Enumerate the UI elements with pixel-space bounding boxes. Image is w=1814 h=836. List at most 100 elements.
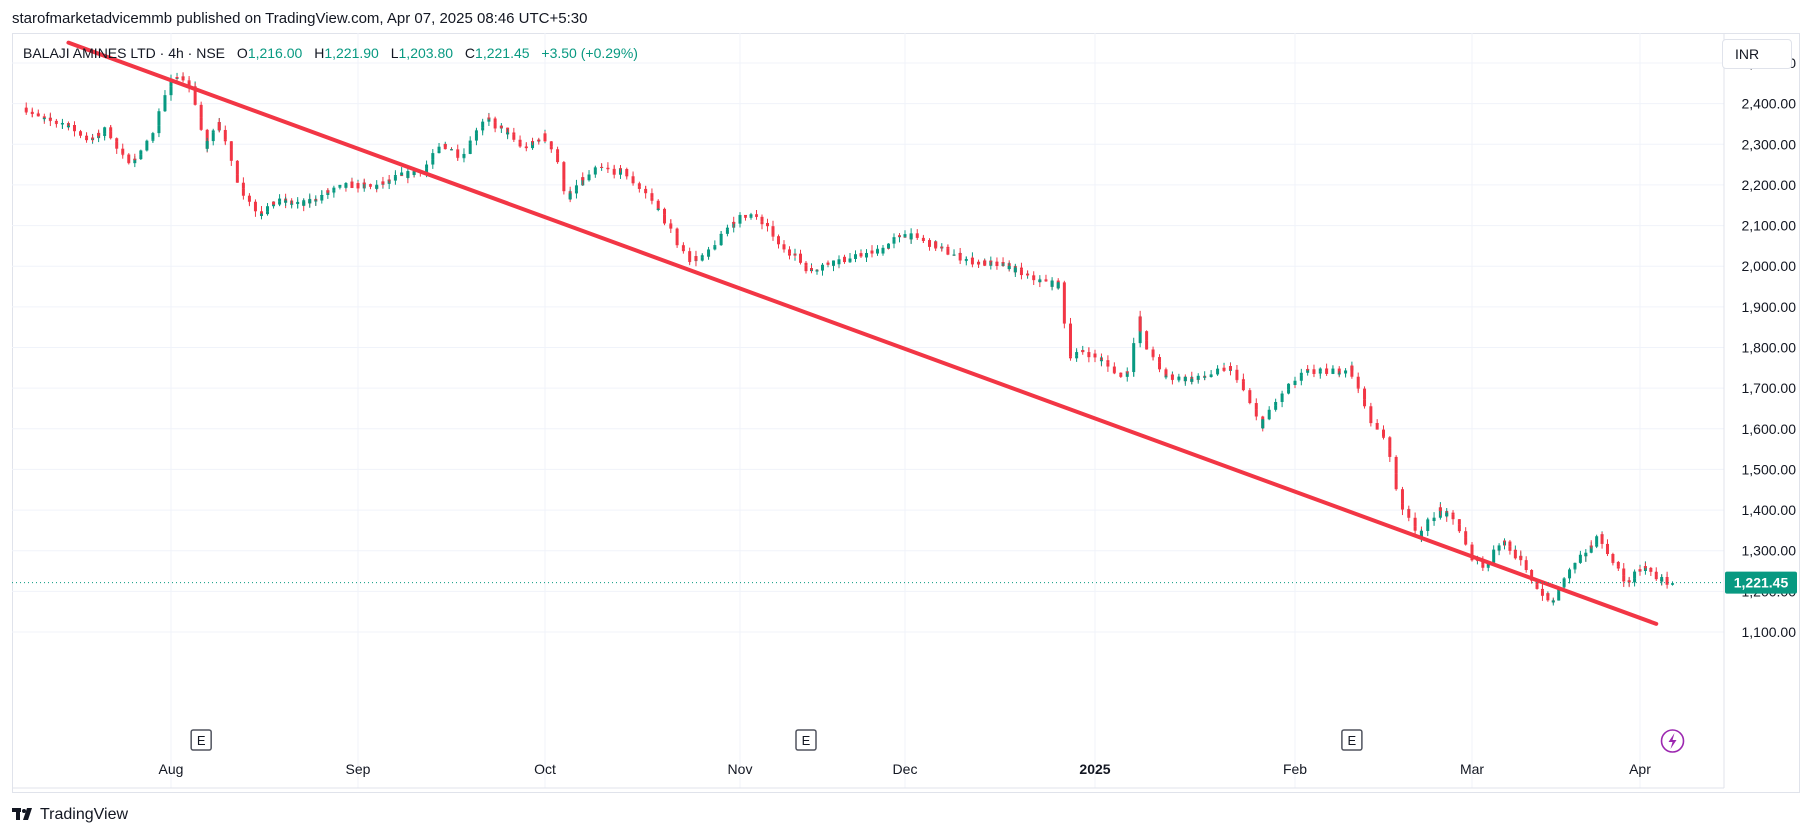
candle-body (1643, 566, 1647, 568)
candle-body (235, 160, 239, 175)
candle-body (625, 174, 629, 177)
candle-body (1438, 507, 1442, 512)
candle-body (694, 256, 698, 261)
candle-body (1038, 279, 1042, 283)
candle-body (1388, 437, 1392, 449)
candle-body (487, 117, 491, 119)
candle-body (870, 250, 874, 254)
y-tick-label: 1,700.00 (1742, 380, 1797, 396)
candle-body (241, 182, 245, 189)
candle-body (1164, 376, 1168, 378)
candle-body (928, 240, 932, 247)
candle-body (1145, 331, 1149, 341)
candle-body (48, 117, 52, 121)
candle-body (1633, 571, 1637, 579)
candle-body (133, 158, 137, 160)
candle-body (821, 264, 824, 269)
x-tick-label: 2025 (1079, 761, 1110, 777)
candle-body (1508, 546, 1512, 551)
candle-body (1274, 401, 1278, 406)
publish-info: starofmarketadvicemmb published on Tradi… (12, 10, 588, 27)
candle-body (1540, 590, 1544, 596)
high-value: 1,221.90 (324, 45, 379, 61)
high-label: H (314, 45, 325, 61)
candle-body (995, 261, 999, 266)
candle-body (865, 252, 868, 258)
candle-body (1241, 381, 1245, 391)
candle-body (1589, 545, 1593, 553)
candle-body (631, 176, 635, 184)
earnings-marker[interactable] (190, 729, 212, 751)
candle-body (115, 138, 119, 142)
candle-body (782, 244, 786, 250)
x-tick-label: Apr (1629, 761, 1651, 777)
candle-body (400, 172, 404, 176)
candle-body (169, 86, 173, 96)
candle-body (284, 200, 288, 203)
y-tick-label: 1,300.00 (1742, 543, 1797, 559)
candle-body (24, 111, 28, 113)
earnings-marker[interactable] (1341, 729, 1363, 751)
candle-body (157, 125, 161, 134)
y-tick-label: 2,100.00 (1742, 218, 1797, 234)
candle-body (688, 251, 692, 261)
candle-body (91, 137, 95, 139)
change-value: +3.50 (+0.29%) (541, 45, 638, 61)
candle-body (1337, 373, 1341, 375)
candle-body (1407, 509, 1411, 518)
candle-body (755, 215, 758, 217)
candle-body (719, 234, 723, 246)
candle-body (1209, 374, 1213, 376)
candle-body (1267, 412, 1271, 420)
candle-body (915, 234, 919, 238)
candle-body (205, 141, 209, 149)
candle-body (431, 153, 435, 160)
candle-body (1056, 282, 1060, 289)
candle-body (157, 111, 161, 126)
candle-body (1312, 372, 1316, 374)
chart-pane[interactable] (12, 33, 1800, 793)
candle-body (574, 185, 578, 191)
candle-body (506, 132, 510, 135)
candle-body (1007, 265, 1011, 270)
candle-body (79, 131, 83, 136)
candle-body (1382, 429, 1385, 437)
candle-body (562, 162, 566, 180)
candle-body (1151, 356, 1155, 358)
candle-body (30, 113, 34, 115)
candle-body (1306, 369, 1310, 371)
candle-body (1318, 368, 1322, 372)
candle-body (1235, 369, 1239, 380)
candle-body (181, 76, 185, 81)
candle-body (1044, 280, 1048, 282)
candle-body (1222, 367, 1226, 371)
y-tick-label: 1,100.00 (1742, 624, 1797, 640)
currency-button[interactable]: INR (1722, 39, 1792, 69)
candle-body (1649, 567, 1653, 570)
candle-body (1638, 569, 1642, 572)
brand[interactable]: TradingView (12, 806, 128, 824)
candle-body (898, 235, 901, 237)
candle-body (1394, 473, 1398, 490)
candle-body (493, 122, 497, 129)
candle-body (54, 120, 58, 123)
candle-body (326, 190, 330, 193)
candle-body (1306, 369, 1310, 373)
candle-body (320, 194, 324, 196)
candle-body (832, 260, 835, 266)
candle-body (612, 169, 616, 175)
candle-body (1363, 399, 1367, 407)
earnings-marker[interactable] (795, 729, 817, 751)
candle-body (1280, 393, 1284, 395)
candle-body (1605, 544, 1609, 555)
candle-body (36, 113, 40, 117)
y-tick-label: 2,400.00 (1742, 96, 1797, 112)
candle-body (1337, 368, 1341, 374)
candle-body (1068, 323, 1072, 357)
symbol-label[interactable]: BALAJI AMINES LTD · 4h · NSE (23, 45, 226, 61)
candle-body (266, 206, 270, 212)
candle-body (921, 239, 925, 241)
candle-body (1470, 544, 1474, 553)
candle-body (556, 149, 560, 154)
